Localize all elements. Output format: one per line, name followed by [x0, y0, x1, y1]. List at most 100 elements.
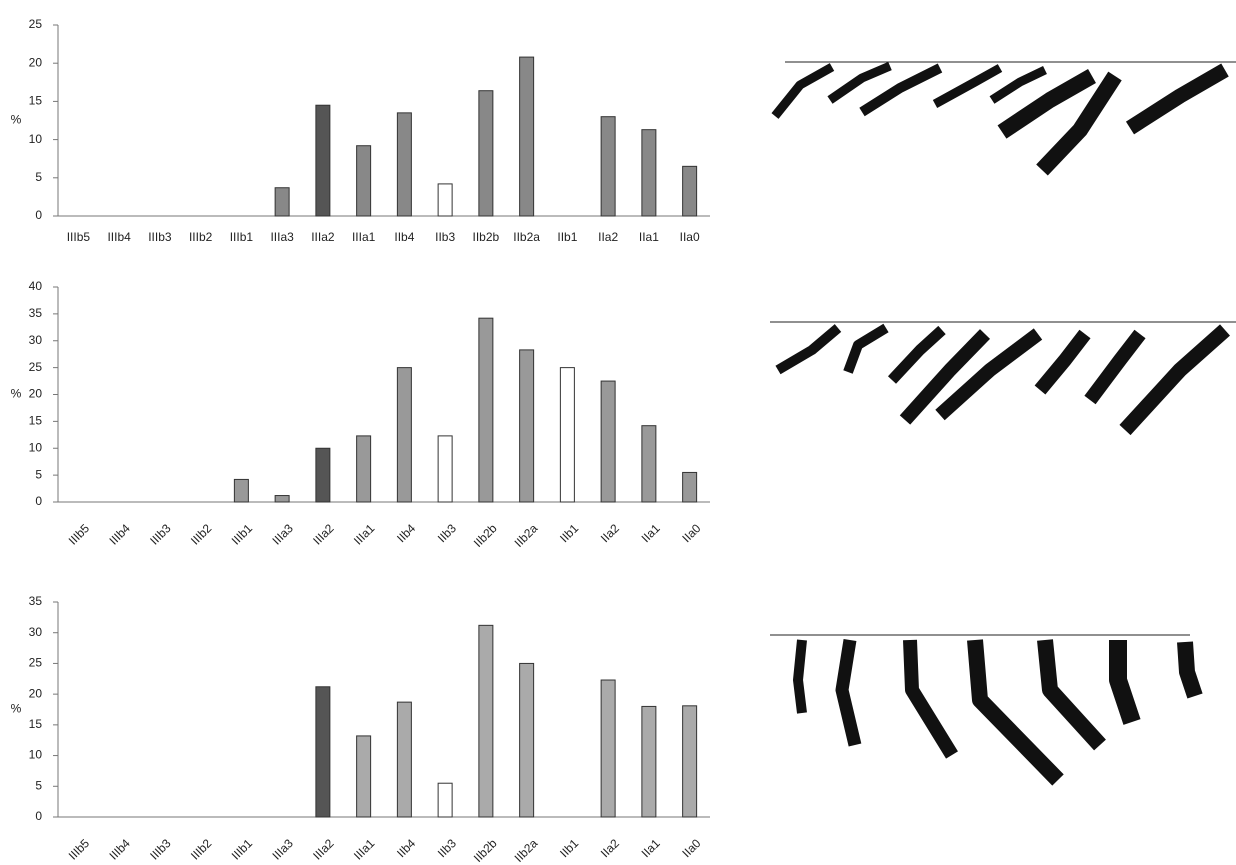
y-tick-label: 10: [29, 748, 43, 762]
y-tick-label: 25: [29, 17, 43, 31]
bar: [682, 471, 698, 503]
x-tick-label: IIb2b: [473, 230, 500, 244]
x-tick-label: IIa1: [639, 521, 663, 545]
x-tick-label: IIb4: [394, 521, 418, 545]
x-tick-label: IIIa3: [269, 836, 296, 863]
x-tick-label: IIIb4: [106, 836, 133, 863]
y-tick-label: 10: [29, 132, 43, 146]
x-tick-label: IIa1: [639, 230, 659, 244]
x-tick-label: IIb2a: [512, 836, 541, 865]
x-tick-label: IIIb1: [230, 230, 254, 244]
x-tick-label: IIIb5: [67, 230, 91, 244]
x-tick-label: IIb1: [557, 836, 581, 860]
y-tick-label: 15: [29, 717, 43, 731]
bar: [478, 624, 494, 818]
x-tick-label: IIIb3: [148, 230, 172, 244]
bar: [519, 56, 535, 217]
x-tick-label: IIIa3: [270, 230, 294, 244]
x-tick-label: IIIb5: [66, 836, 93, 863]
y-tick-label: 5: [35, 778, 42, 792]
x-tick-label: IIa0: [679, 836, 703, 860]
y-tick-label: 0: [35, 809, 42, 823]
bar: [315, 447, 331, 503]
bar: [478, 90, 494, 217]
x-tick-label: IIb3: [435, 836, 459, 860]
y-axis-label: %: [11, 113, 22, 127]
bar: [315, 104, 331, 217]
x-tick-label: IIa0: [680, 230, 700, 244]
x-tick-label: IIIb4: [107, 230, 131, 244]
bar: [682, 165, 698, 217]
profile-drawings-1: [771, 61, 1236, 176]
x-tick-label: IIIb1: [229, 836, 256, 863]
x-tick-label: IIa2: [598, 836, 622, 860]
bar: [519, 662, 535, 818]
bar: [437, 782, 453, 818]
y-tick-label: 20: [29, 55, 43, 69]
bar: [315, 686, 331, 818]
y-tick-label: 5: [35, 467, 42, 481]
bar: [356, 735, 372, 818]
bar: [396, 701, 412, 818]
y-tick-label: 15: [29, 414, 43, 428]
x-tick-label: IIb2a: [512, 521, 541, 550]
y-tick-label: 10: [29, 440, 43, 454]
y-axis-label: %: [11, 702, 22, 716]
x-tick-label: IIIb4: [106, 521, 133, 548]
x-tick-label: IIb1: [557, 230, 577, 244]
x-tick-label: IIIa2: [311, 230, 335, 244]
x-tick-label: IIIb2: [189, 230, 213, 244]
x-tick-label: IIb1: [557, 521, 581, 545]
bar: [233, 478, 249, 503]
x-tick-label: IIIa1: [351, 836, 378, 863]
profile-drawings-2: [770, 321, 1236, 436]
bar: [600, 380, 616, 503]
y-tick-label: 25: [29, 656, 43, 670]
x-tick-label: IIIb2: [188, 521, 215, 548]
bar: [641, 425, 657, 503]
x-tick-label: IIIa1: [351, 521, 378, 548]
y-axis-label: %: [11, 387, 22, 401]
profile-drawings-3: [770, 634, 1203, 786]
bar: [600, 679, 616, 818]
y-tick-label: 35: [29, 306, 43, 320]
x-tick-label: IIb2a: [513, 230, 540, 244]
x-tick-label: IIb3: [435, 521, 459, 545]
x-tick-label: IIIa3: [269, 521, 296, 548]
x-tick-label: IIb4: [394, 230, 414, 244]
x-tick-label: IIb2b: [471, 521, 500, 550]
bar: [274, 187, 290, 217]
x-tick-label: IIIb2: [188, 836, 215, 863]
bar: [600, 116, 616, 217]
x-tick-label: IIIb1: [229, 521, 256, 548]
y-tick-label: 20: [29, 387, 43, 401]
y-tick-label: 25: [29, 360, 43, 374]
bar: [437, 435, 453, 503]
x-tick-label: IIIa2: [310, 521, 337, 548]
bar: [641, 129, 657, 217]
x-tick-label: IIa2: [598, 230, 618, 244]
x-tick-label: IIa2: [598, 521, 622, 545]
y-tick-label: 5: [35, 170, 42, 184]
bar: [274, 495, 290, 503]
y-tick-label: 40: [29, 279, 43, 293]
bar: [356, 145, 372, 217]
bar: [519, 349, 535, 503]
bar: [356, 435, 372, 503]
y-tick-label: 35: [29, 594, 43, 608]
x-tick-label: IIIb5: [66, 521, 93, 548]
x-tick-label: IIIa1: [352, 230, 376, 244]
x-tick-label: IIIb3: [147, 521, 174, 548]
bar: [396, 112, 412, 217]
bar: [437, 183, 453, 217]
y-tick-label: 30: [29, 333, 43, 347]
x-tick-label: IIb4: [394, 836, 418, 860]
y-tick-label: 0: [35, 208, 42, 222]
x-tick-label: IIa0: [679, 521, 703, 545]
y-tick-label: 20: [29, 686, 43, 700]
x-tick-label: IIb3: [435, 230, 455, 244]
bar: [396, 367, 412, 503]
y-tick-label: 0: [35, 494, 42, 508]
y-tick-label: 15: [29, 94, 43, 108]
